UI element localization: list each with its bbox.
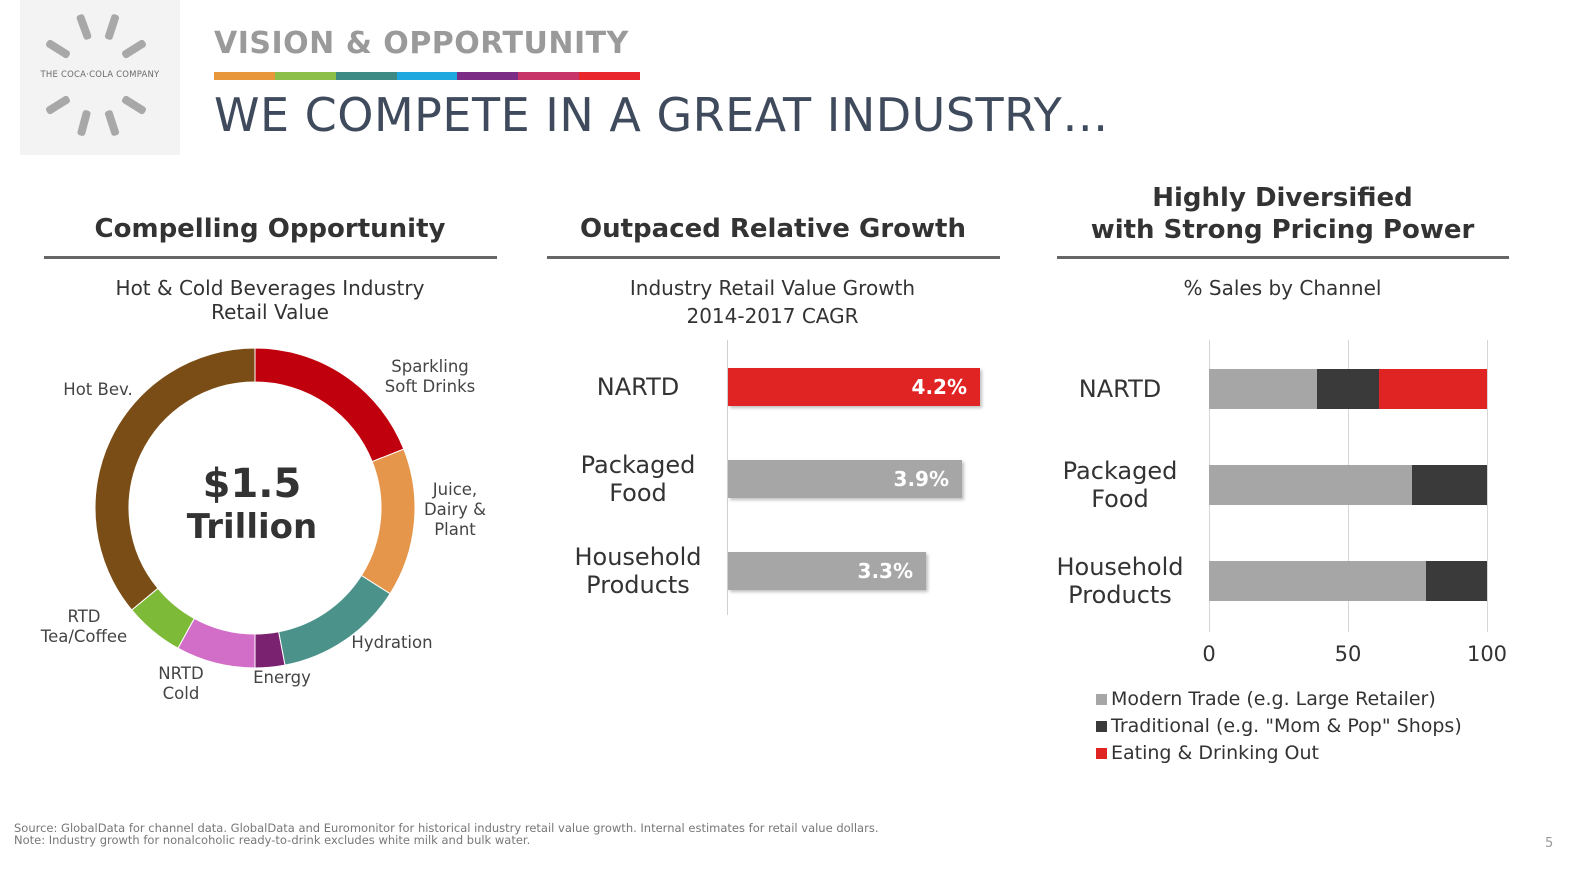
right-column-rule: [1057, 256, 1509, 259]
donut-center-value: $1.5: [203, 461, 302, 507]
middle-column-rule: [547, 256, 1000, 259]
company-logo: THE COCA·COLA COMPANY: [20, 0, 180, 155]
stripe-segment: [579, 72, 641, 80]
channel-tick-label: 0: [1202, 642, 1216, 666]
channel-category-label: NARTD: [1078, 375, 1162, 403]
growth-bar-value: 4.2%: [911, 375, 967, 399]
channel-bar-segment: [1209, 561, 1426, 601]
stripe-segment: [457, 72, 519, 80]
stripe-segment: [518, 72, 580, 80]
right-column-heading-line1: Highly Diversified: [1152, 183, 1413, 213]
channel-gridline: [1487, 340, 1488, 632]
donut-slice-label: NRTD Cold: [158, 664, 203, 703]
donut-slice-label: Juice, Dairy & Plant: [424, 480, 486, 539]
legend-swatch: [1096, 721, 1107, 732]
growth-subheading-line2: 2014-2017 CAGR: [686, 304, 859, 328]
stripe-segment: [335, 72, 397, 80]
channel-bar-segment: [1209, 369, 1318, 409]
donut-slice-label: Energy: [253, 668, 311, 687]
stripe-segment: [214, 72, 275, 80]
donut-subheading: Hot & Cold Beverages Industry Retail Val…: [115, 276, 425, 324]
growth-bar-value: 3.9%: [893, 467, 949, 491]
legend-label: Modern Trade (e.g. Large Retailer): [1111, 688, 1436, 710]
donut-slice-label: Hydration: [351, 633, 432, 652]
page-title: WE COMPETE IN A GREAT INDUSTRY…: [214, 88, 1109, 142]
growth-bar-value: 3.3%: [857, 559, 913, 583]
channel-subheading: % Sales by Channel: [1183, 276, 1382, 300]
legend-item: Traditional (e.g. "Mom & Pop" Shops): [1096, 713, 1462, 740]
channel-legend: Modern Trade (e.g. Large Retailer) Tradit…: [1096, 686, 1462, 767]
stripe-segment: [396, 72, 458, 80]
channel-bar-segment: [1411, 465, 1487, 505]
donut-chart: $1.5 Trillion Sparkling Soft Drinks Juice,…: [40, 347, 486, 703]
color-stripe: [214, 72, 641, 80]
legend-swatch: [1096, 748, 1107, 759]
logo-wordmark: THE COCA·COLA COMPANY: [40, 70, 160, 80]
growth-subheading-line1: Industry Retail Value Growth: [629, 276, 916, 300]
donut-slice-label: Sparkling Soft Drinks: [385, 357, 475, 396]
channel-bar-segment: [1209, 465, 1412, 505]
legend-label: Eating & Drinking Out: [1111, 742, 1320, 764]
channel-category-label: Packaged Food: [1062, 457, 1178, 513]
growth-axis-line: [727, 340, 728, 615]
donut-slice-label: Hot Bev.: [63, 380, 132, 399]
channel-category-label: Household Products: [1056, 553, 1184, 609]
channel-bar-segment: [1425, 561, 1487, 601]
legend-swatch: [1096, 694, 1107, 705]
channel-bar-segment: [1378, 369, 1487, 409]
logo-burst-icon: [45, 14, 147, 136]
left-column-rule: [44, 256, 497, 259]
section-kicker: VISION & OPPORTUNITY: [214, 26, 629, 61]
donut-slice: [254, 347, 405, 463]
growth-category-label: Packaged Food: [580, 451, 696, 507]
legend-item: Eating & Drinking Out: [1096, 740, 1462, 767]
donut-slice: [360, 448, 416, 595]
donut-slice-label: RTD Tea/Coffee: [40, 607, 127, 646]
growth-bar: [728, 368, 980, 406]
channel-tick-label: 50: [1334, 642, 1362, 666]
right-column-heading-line2: with Strong Pricing Power: [1090, 215, 1475, 245]
growth-bar: [728, 552, 926, 590]
middle-column-heading: Outpaced Relative Growth: [580, 214, 966, 244]
left-column-heading: Compelling Opportunity: [94, 214, 446, 244]
page-number: 5: [1545, 836, 1554, 851]
footer-note: Note: Industry growth for nonalcoholic r…: [14, 833, 531, 847]
legend-label: Traditional (e.g. "Mom & Pop" Shops): [1111, 715, 1462, 737]
footer-source: Source: GlobalData for channel data. Glo…: [14, 821, 879, 835]
channel-bar-segment: [1317, 369, 1379, 409]
channel-tick-label: 100: [1466, 642, 1508, 666]
legend-item: Modern Trade (e.g. Large Retailer): [1096, 686, 1462, 713]
footer-notes: Source: GlobalData for channel data. Glo…: [14, 822, 878, 846]
donut-center-unit: Trillion: [187, 507, 317, 547]
growth-category-label: Household Products: [574, 543, 702, 599]
growth-bar: [728, 460, 962, 498]
growth-category-label: NARTD: [596, 373, 680, 401]
donut-slice: [94, 347, 256, 611]
stripe-segment: [274, 72, 336, 80]
